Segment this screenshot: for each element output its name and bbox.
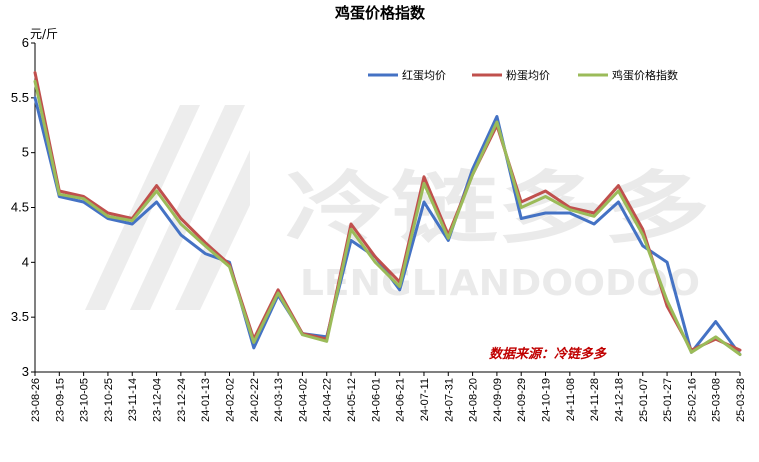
y-tick-label: 3 (22, 364, 29, 379)
x-tick-label: 23-08-26 (30, 378, 42, 422)
series-line-2 (33, 71, 742, 352)
x-tick-label: 24-09-29 (516, 378, 528, 422)
x-tick-label: 25-01-27 (662, 378, 674, 422)
x-tick-label: 24-04-22 (322, 378, 334, 422)
source-note: 数据来源：冷链多多 (489, 346, 607, 362)
y-tick-label: 6 (22, 35, 29, 50)
x-tick-label: 23-11-14 (127, 378, 139, 421)
x-tick-label: 24-09-09 (492, 378, 504, 422)
y-tick-label: 5.5 (11, 90, 29, 105)
x-axis: 23-08-26 23-09-15 23-10-05 23-10-25 23-11-14… (30, 371, 747, 422)
x-tick-label: 24-08-20 (468, 378, 480, 422)
y-tick-label: 3.5 (11, 309, 29, 324)
y-tick-label: 5 (22, 145, 29, 160)
x-tick-label: 24-02-22 (249, 378, 261, 422)
x-tick-label: 25-01-07 (638, 378, 650, 422)
legend-label-3: 鸡蛋价格指数 (612, 68, 678, 82)
series-line-3 (33, 79, 742, 356)
x-tick-label: 24-11-28 (589, 378, 601, 421)
x-tick-label: 24-12-18 (613, 378, 625, 422)
watermark: 冷链多多 LENGLIANDOODOO (85, 105, 710, 310)
x-tick-label: 24-07-31 (443, 378, 455, 422)
y-axis: 3 3.5 4 4.5 5 5.5 6 (11, 35, 36, 379)
x-tick-label: 23-12-04 (152, 378, 164, 422)
legend: 红蛋均价 粉蛋均价 鸡蛋价格指数 (368, 68, 678, 82)
x-tick-label: 24-07-11 (419, 378, 431, 421)
x-tick-label: 24-03-13 (273, 378, 285, 422)
watermark-logo (85, 105, 250, 310)
x-tick-label: 23-10-25 (103, 378, 115, 422)
legend-label-2: 粉蛋均价 (506, 69, 550, 82)
x-tick-label: 23-10-05 (79, 378, 91, 422)
x-tick-label: 24-06-21 (395, 378, 407, 422)
x-tick-label: 25-03-08 (711, 378, 723, 422)
y-axis-unit: 元/斤 (30, 27, 58, 41)
legend-label-1: 红蛋均价 (402, 69, 446, 82)
y-tick-label: 4 (22, 254, 29, 269)
y-tick-label: 4.5 (11, 200, 29, 215)
x-tick-label: 24-04-02 (297, 378, 309, 422)
series-lines (33, 71, 742, 356)
x-tick-label: 23-09-15 (54, 378, 66, 422)
chart-title: 鸡蛋价格指数 (334, 4, 426, 22)
x-tick-label: 24-11-08 (565, 378, 577, 421)
watermark-latin: LENGLIANDOODOO (300, 263, 700, 304)
x-tick-label: 24-01-13 (200, 378, 212, 422)
x-tick-label: 25-02-16 (686, 378, 698, 422)
x-tick-label: 24-10-19 (541, 378, 553, 422)
x-tick-label: 23-12-24 (176, 378, 188, 422)
x-tick-label: 24-06-01 (370, 378, 382, 422)
x-tick-label: 24-05-12 (346, 378, 358, 422)
x-tick-label: 24-02-02 (224, 378, 236, 422)
x-tick-label: 25-03-28 (735, 378, 747, 422)
